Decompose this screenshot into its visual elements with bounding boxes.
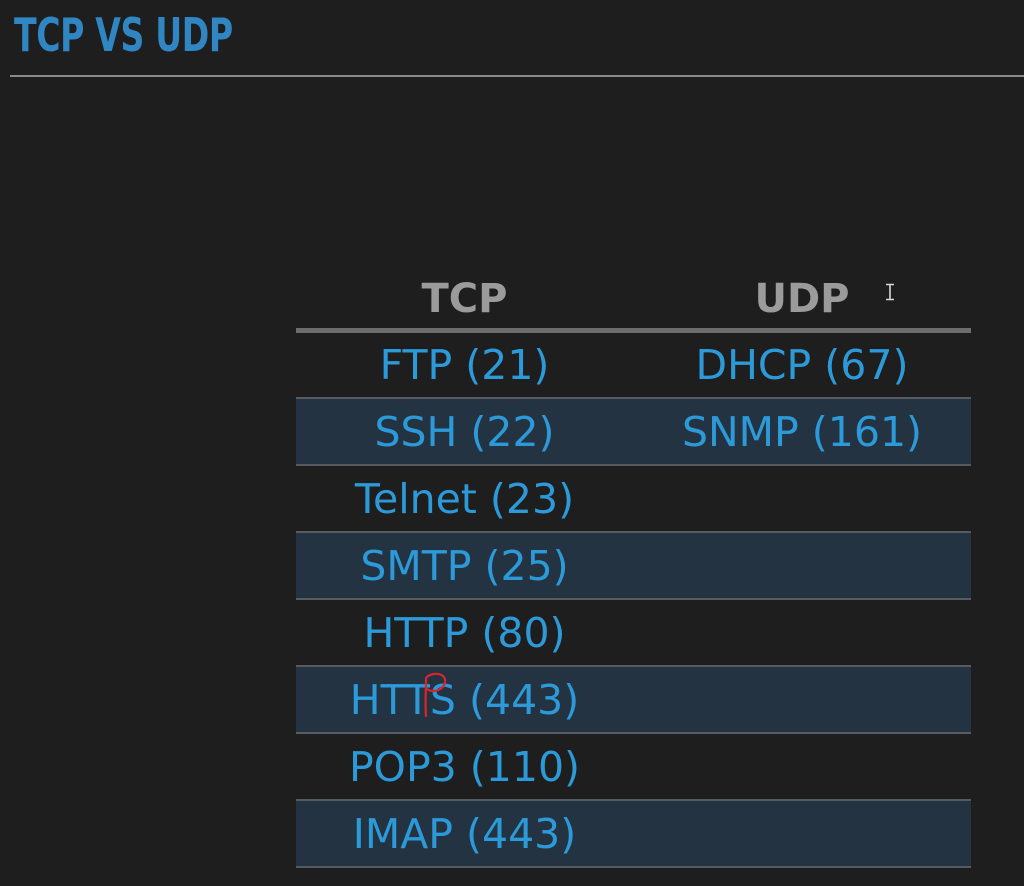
tcp-cell: SMTP (25)	[360, 541, 569, 590]
udp-cell	[633, 734, 971, 799]
table-row: HTTP (80)	[296, 600, 971, 667]
table-header-row: TCP UDP	[296, 268, 971, 328]
handwritten-p-annotation-icon	[424, 672, 446, 717]
udp-cell: SNMP (161)	[681, 407, 923, 456]
udp-cell	[633, 801, 971, 866]
tcp-cell: HTTP (80)	[363, 608, 566, 657]
udp-cell	[633, 667, 971, 732]
text-cursor-icon	[886, 283, 894, 301]
table-row: FTP (21) DHCP (67)	[296, 333, 971, 399]
table-row: SMTP (25)	[296, 533, 971, 600]
header-tcp: TCP	[421, 276, 508, 322]
slide-title: TCP VS UDP	[14, 8, 233, 62]
tcp-cell: IMAP (443)	[352, 809, 577, 858]
udp-cell	[633, 466, 971, 531]
header-divider	[296, 328, 971, 333]
table-row: IMAP (443)	[296, 801, 971, 868]
tcp-cell: Telnet (23)	[354, 474, 575, 523]
title-divider	[10, 75, 1024, 77]
table-row: SSH (22) SNMP (161)	[296, 399, 971, 466]
tcp-cell: SSH (22)	[374, 407, 555, 456]
protocol-table: TCP UDP FTP (21) DHCP (67) SSH (22) SNMP…	[296, 268, 971, 868]
table-row: POP3 (110)	[296, 734, 971, 801]
tcp-cell-annotated: HTTS (443)	[296, 667, 633, 732]
udp-cell	[633, 533, 971, 598]
header-udp: UDP	[754, 276, 850, 322]
table-row: Telnet (23)	[296, 466, 971, 533]
udp-cell	[633, 600, 971, 665]
table-row: HTTS (443)	[296, 667, 971, 734]
annotated-text-wrap: HTTS (443)	[349, 672, 580, 724]
tcp-cell-text: HTTS (443)	[349, 675, 580, 724]
udp-cell: DHCP (67)	[695, 341, 909, 389]
tcp-cell: POP3 (110)	[348, 742, 581, 791]
tcp-cell: FTP (21)	[379, 341, 550, 389]
